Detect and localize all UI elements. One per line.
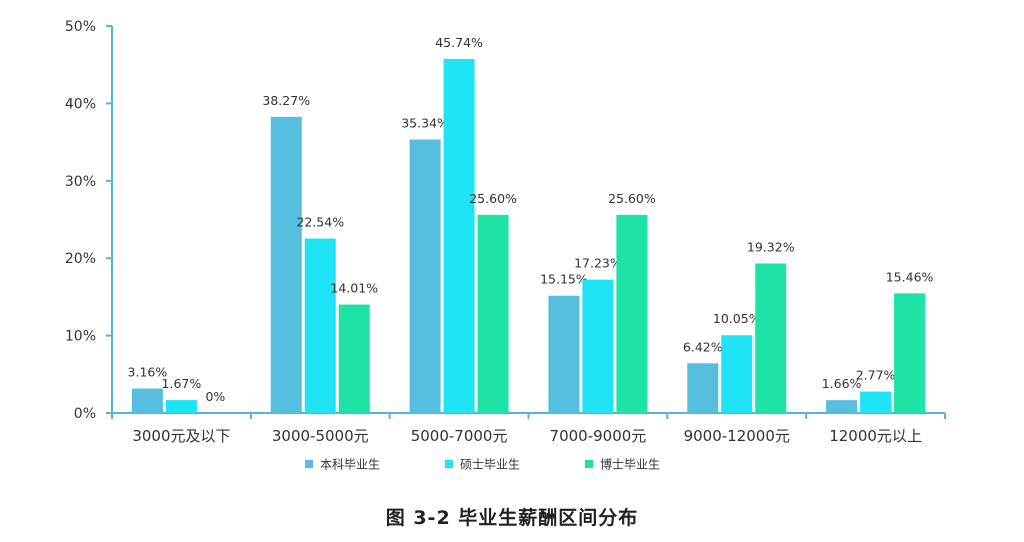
data-label: 6.42% — [683, 339, 723, 354]
x-tick-label: 7000-9000元 — [550, 427, 647, 445]
data-label: 0% — [205, 389, 225, 404]
data-label: 15.46% — [886, 269, 934, 284]
bar — [165, 400, 197, 413]
bar — [409, 139, 441, 414]
legend-swatch — [585, 460, 593, 468]
y-tick-label: 40% — [65, 96, 96, 112]
y-tick-label: 50% — [65, 19, 96, 35]
bar — [131, 388, 163, 413]
x-tick-label: 5000-7000元 — [411, 427, 508, 445]
data-label: 25.60% — [469, 191, 517, 206]
data-label: 35.34% — [401, 115, 449, 130]
bar — [582, 279, 614, 413]
legend-label: 本科毕业生 — [320, 458, 380, 472]
legend-label: 硕士毕业生 — [460, 458, 520, 472]
bar — [443, 58, 475, 413]
data-label: 2.77% — [856, 368, 896, 383]
data-label: 10.05% — [713, 311, 761, 326]
data-label: 45.74% — [435, 35, 483, 50]
y-tick-label: 0% — [74, 406, 96, 422]
x-tick-label: 9000-12000元 — [684, 427, 790, 445]
data-label: 1.66% — [822, 376, 862, 391]
legend-swatch — [445, 460, 453, 468]
data-label: 38.27% — [262, 93, 310, 108]
x-tick-label: 3000-5000元 — [272, 427, 369, 445]
bar — [304, 238, 336, 413]
data-label: 25.60% — [608, 191, 656, 206]
data-label: 1.67% — [162, 376, 202, 391]
bar — [338, 304, 370, 413]
bar — [270, 116, 302, 414]
x-tick-label: 12000元以上 — [829, 427, 922, 445]
legend-label: 博士毕业生 — [600, 457, 660, 472]
data-label: 3.16% — [128, 365, 168, 380]
data-label: 17.23% — [574, 256, 622, 271]
y-tick-label: 10% — [65, 329, 96, 345]
bar — [826, 400, 858, 413]
y-tick-label: 30% — [65, 174, 96, 190]
bar — [548, 295, 580, 413]
y-tick-label: 20% — [65, 251, 96, 267]
bar — [616, 214, 648, 413]
figure-caption: 图 3-2 毕业生薪酬区间分布 — [385, 507, 639, 529]
bar — [894, 293, 926, 413]
data-label: 19.32% — [747, 239, 795, 254]
bar — [687, 363, 719, 413]
legend-swatch — [305, 460, 313, 468]
bar — [477, 214, 509, 413]
data-label: 22.54% — [296, 215, 344, 230]
bar — [721, 335, 753, 413]
data-label: 15.15% — [540, 272, 588, 287]
x-tick-label: 3000元及以下 — [132, 427, 230, 445]
bar — [860, 391, 892, 413]
data-label: 14.01% — [330, 281, 378, 296]
bar — [755, 263, 787, 413]
